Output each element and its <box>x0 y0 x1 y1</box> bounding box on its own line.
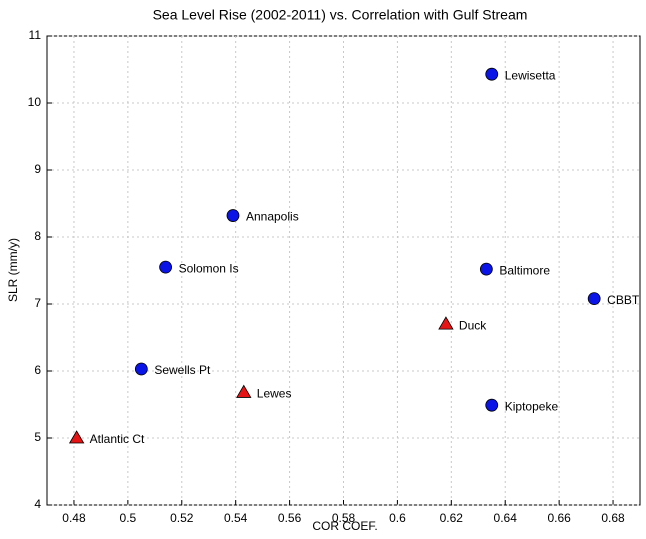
x-tick-label: 0.56 <box>278 511 302 525</box>
y-tick-label: 4 <box>34 497 41 511</box>
point <box>587 292 601 306</box>
x-tick-label: 0.64 <box>494 511 518 525</box>
y-tick-label: 8 <box>34 229 41 243</box>
point <box>485 67 499 81</box>
x-tick-label: 0.48 <box>62 511 86 525</box>
point-label: Baltimore <box>499 263 550 277</box>
y-tick-label: 9 <box>34 162 41 176</box>
point <box>438 316 454 330</box>
point-label: Lewisetta <box>505 68 556 82</box>
point <box>134 362 148 376</box>
x-tick-label: 0.62 <box>440 511 464 525</box>
x-tick-label: 0.52 <box>170 511 194 525</box>
point-label: Lewes <box>257 387 292 401</box>
x-tick-label: 0.66 <box>547 511 571 525</box>
y-tick-label: 5 <box>34 430 41 444</box>
point-label: Kiptopeke <box>505 399 559 413</box>
point-label: Solomon Is <box>179 261 239 275</box>
point <box>226 209 240 222</box>
point <box>479 262 493 276</box>
x-tick-label: 0.6 <box>389 511 406 525</box>
chart-title: Sea Level Rise (2002-2011) vs. Correlati… <box>153 7 528 23</box>
y-tick-label: 10 <box>28 95 42 109</box>
x-tick-label: 0.5 <box>120 511 137 525</box>
point-label: CBBT <box>607 293 640 307</box>
x-tick-label: 0.58 <box>332 511 356 525</box>
point-label: Annapolis <box>246 210 299 224</box>
point <box>236 384 252 398</box>
x-axis-label: COR COEF. <box>312 519 377 533</box>
point-label: Atlantic Ct <box>90 432 145 446</box>
point <box>485 398 499 412</box>
y-tick-label: 6 <box>34 363 41 377</box>
y-tick-label: 11 <box>29 28 42 42</box>
x-tick-label: 0.68 <box>601 511 625 525</box>
point-label: Duck <box>459 318 487 332</box>
x-tick-label: 0.54 <box>224 511 248 525</box>
y-axis-label: SLR (mm/y) <box>6 238 20 302</box>
point <box>68 430 85 444</box>
point <box>159 260 173 274</box>
y-tick-label: 7 <box>34 296 41 310</box>
point-label: Sewells Pt <box>154 363 211 377</box>
